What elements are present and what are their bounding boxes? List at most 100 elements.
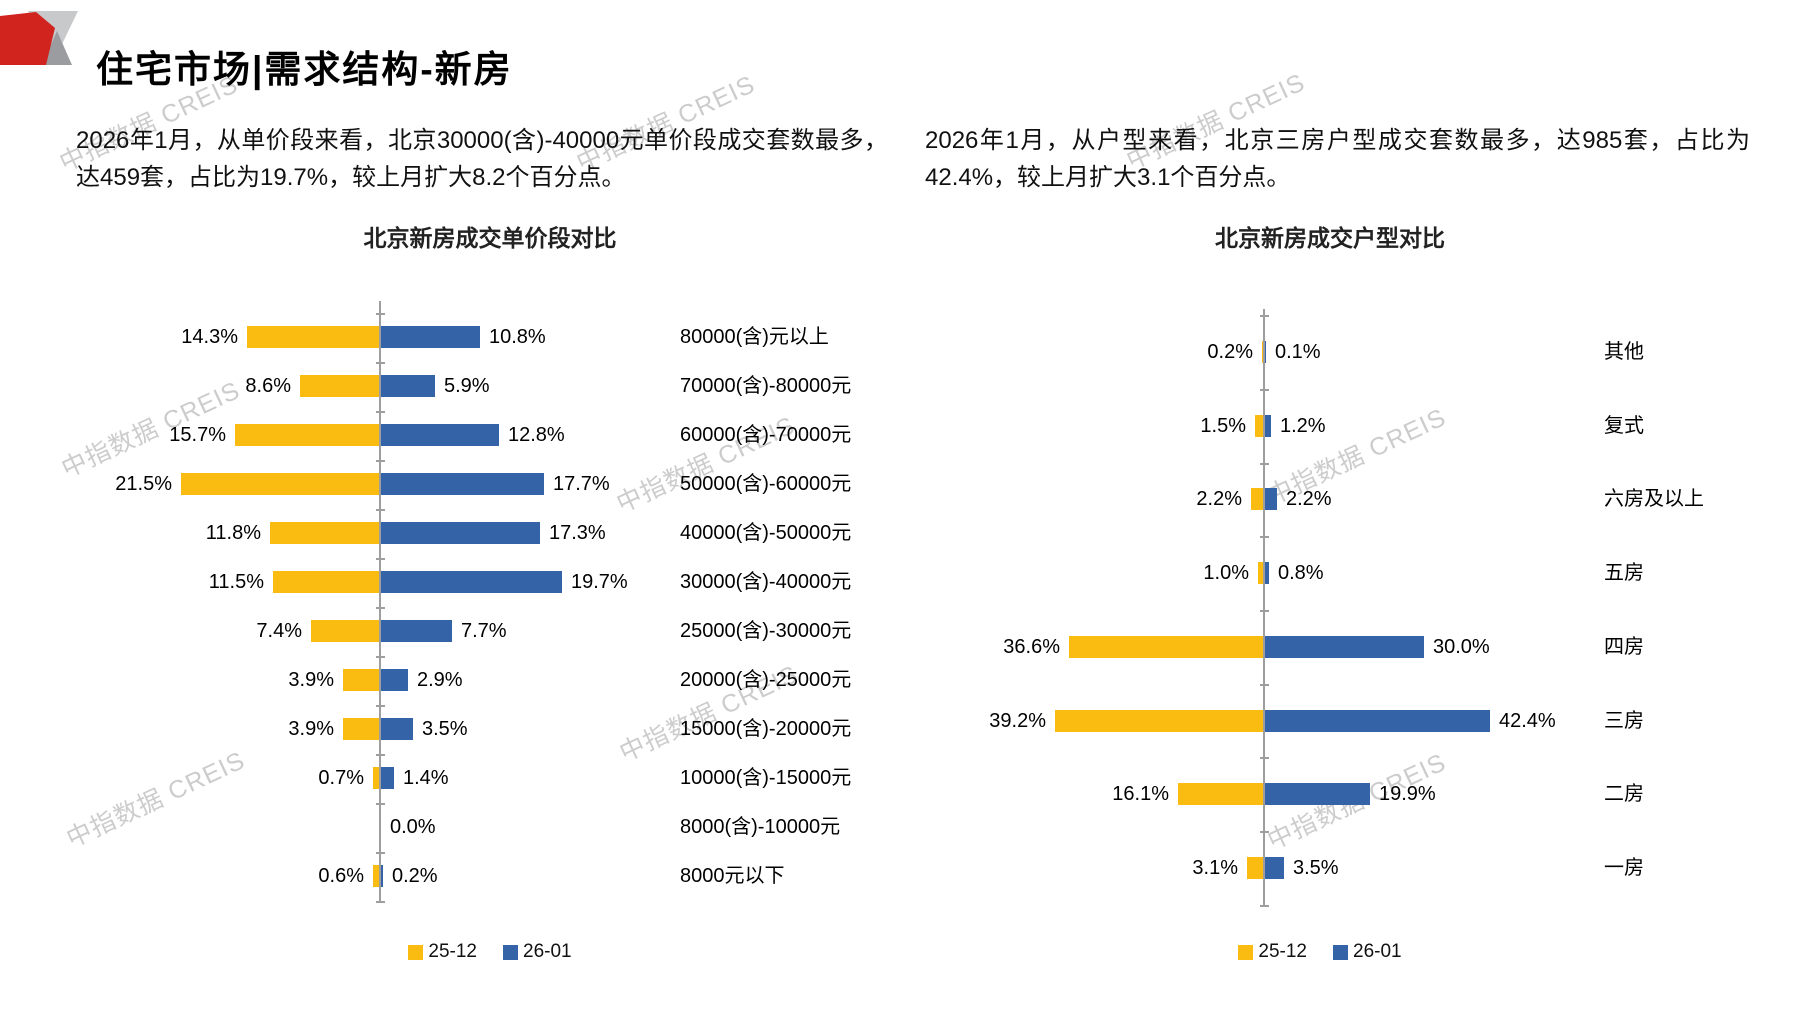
legend-item-curr-month: 26-01 xyxy=(1333,941,1402,963)
legend-label: 26-01 xyxy=(1353,941,1402,962)
bar-25-12 xyxy=(1251,488,1263,510)
legend-label: 25-12 xyxy=(1258,941,1307,962)
category-label: 一房 xyxy=(1604,857,1644,879)
bar-25-12 xyxy=(273,571,379,593)
bar-26-01 xyxy=(381,522,540,544)
category-label: 其他 xyxy=(1604,341,1644,363)
axis-tick xyxy=(376,607,385,609)
bar-26-01 xyxy=(381,865,383,887)
axis-tick xyxy=(376,852,385,854)
category-label: 二房 xyxy=(1604,783,1644,805)
value-label-26-01: 0.1% xyxy=(1275,341,1321,363)
bar-26-01 xyxy=(1265,857,1284,879)
bar-26-01 xyxy=(381,424,499,446)
unit-type-chart-legend: 25-12 26-01 xyxy=(1160,941,1480,963)
bar-25-12 xyxy=(343,718,379,740)
value-label-26-01: 2.2% xyxy=(1286,488,1332,510)
category-axis xyxy=(379,301,381,903)
axis-tick xyxy=(1260,905,1269,907)
axis-tick xyxy=(376,803,385,805)
bar-25-12 xyxy=(1255,415,1263,437)
bar-26-01 xyxy=(1265,562,1269,584)
category-label: 25000(含)-30000元 xyxy=(680,620,852,642)
axis-tick xyxy=(1260,389,1269,391)
value-label-26-01: 30.0% xyxy=(1433,636,1490,658)
bar-26-01 xyxy=(381,718,413,740)
category-label: 复式 xyxy=(1604,415,1644,437)
category-label: 20000(含)-25000元 xyxy=(680,669,852,691)
bar-26-01 xyxy=(381,473,544,495)
bar-25-12 xyxy=(373,767,379,789)
price-chart-legend: 25-12 26-01 xyxy=(330,941,650,963)
axis-tick xyxy=(376,460,385,462)
value-label-25-12: 16.1% xyxy=(1112,783,1169,805)
value-label-25-12: 1.5% xyxy=(1200,415,1246,437)
value-label-25-12: 21.5% xyxy=(115,473,172,495)
category-label: 8000(含)-10000元 xyxy=(680,816,841,838)
value-label-26-01: 1.4% xyxy=(403,767,449,789)
bar-25-12 xyxy=(1258,562,1263,584)
value-label-26-01: 7.7% xyxy=(461,620,507,642)
value-label-25-12: 8.6% xyxy=(245,375,291,397)
legend-swatch-blue xyxy=(1333,944,1348,960)
legend-label: 25-12 xyxy=(428,941,477,962)
bar-26-01 xyxy=(381,669,408,691)
value-label-26-01: 19.7% xyxy=(571,571,628,593)
bar-25-12 xyxy=(181,473,379,495)
bar-26-01 xyxy=(381,767,394,789)
value-label-25-12: 36.6% xyxy=(1003,636,1060,658)
value-label-25-12: 3.1% xyxy=(1192,857,1238,879)
bar-25-12 xyxy=(1178,783,1263,805)
value-label-25-12: 11.5% xyxy=(208,571,264,593)
value-label-26-01: 0.2% xyxy=(392,865,438,887)
legend-swatch-blue xyxy=(503,944,518,960)
value-label-26-01: 0.8% xyxy=(1278,562,1324,584)
price-tornado-chart: 14.3% 10.8% 80000(含)元以上 8.6% 5.9% 70000(含)-80… xyxy=(115,295,880,920)
value-label-26-01: 17.7% xyxy=(553,473,610,495)
value-label-26-01: 17.3% xyxy=(549,522,606,544)
value-label-26-01: 3.5% xyxy=(422,718,468,740)
axis-tick xyxy=(1260,315,1269,317)
bar-25-12 xyxy=(1262,341,1263,363)
bar-25-12 xyxy=(343,669,379,691)
value-label-26-01: 1.2% xyxy=(1280,415,1326,437)
value-label-25-12: 3.9% xyxy=(288,718,334,740)
value-label-25-12: 1.0% xyxy=(1203,562,1249,584)
value-label-26-01: 19.9% xyxy=(1379,783,1436,805)
axis-tick xyxy=(1260,610,1269,612)
price-segment-summary: 2026年1月，从单价段来看，北京30000(含)-40000元单价段成交套数最… xyxy=(76,127,888,191)
price-chart-title: 北京新房成交单价段对比 xyxy=(363,225,617,252)
bar-25-12 xyxy=(247,326,379,348)
axis-tick xyxy=(376,558,385,560)
category-label: 40000(含)-50000元 xyxy=(680,522,852,544)
value-label-25-12: 7.4% xyxy=(256,620,302,642)
category-label: 80000(含)元以上 xyxy=(680,326,829,348)
category-label: 8000元以下 xyxy=(680,865,785,887)
bar-26-01 xyxy=(1265,415,1271,437)
value-label-26-01: 10.8% xyxy=(489,326,546,348)
bar-26-01 xyxy=(1265,710,1490,732)
bar-25-12 xyxy=(373,865,379,887)
legend-swatch-yellow xyxy=(408,944,424,960)
axis-tick xyxy=(376,705,385,707)
bar-26-01 xyxy=(1265,636,1424,658)
bar-26-01 xyxy=(381,620,452,642)
value-label-25-12: 0.7% xyxy=(318,767,364,789)
bar-26-01 xyxy=(1265,783,1370,805)
category-label: 10000(含)-15000元 xyxy=(680,767,852,789)
value-label-26-01: 42.4% xyxy=(1499,710,1556,732)
axis-tick xyxy=(1260,831,1269,833)
value-label-26-01: 3.5% xyxy=(1293,857,1339,879)
axis-tick xyxy=(376,313,385,315)
axis-tick xyxy=(376,656,385,658)
value-label-25-12: 3.9% xyxy=(288,669,334,691)
value-label-26-01: 2.9% xyxy=(417,669,463,691)
bar-25-12 xyxy=(1069,636,1263,658)
bar-25-12 xyxy=(235,424,379,446)
bar-25-12 xyxy=(1247,857,1263,879)
legend-label: 26-01 xyxy=(523,941,572,962)
category-label: 50000(含)-60000元 xyxy=(680,473,852,495)
value-label-25-12: 0.2% xyxy=(1207,341,1253,363)
bar-25-12 xyxy=(300,375,379,397)
legend-item-curr-month: 26-01 xyxy=(503,941,572,963)
